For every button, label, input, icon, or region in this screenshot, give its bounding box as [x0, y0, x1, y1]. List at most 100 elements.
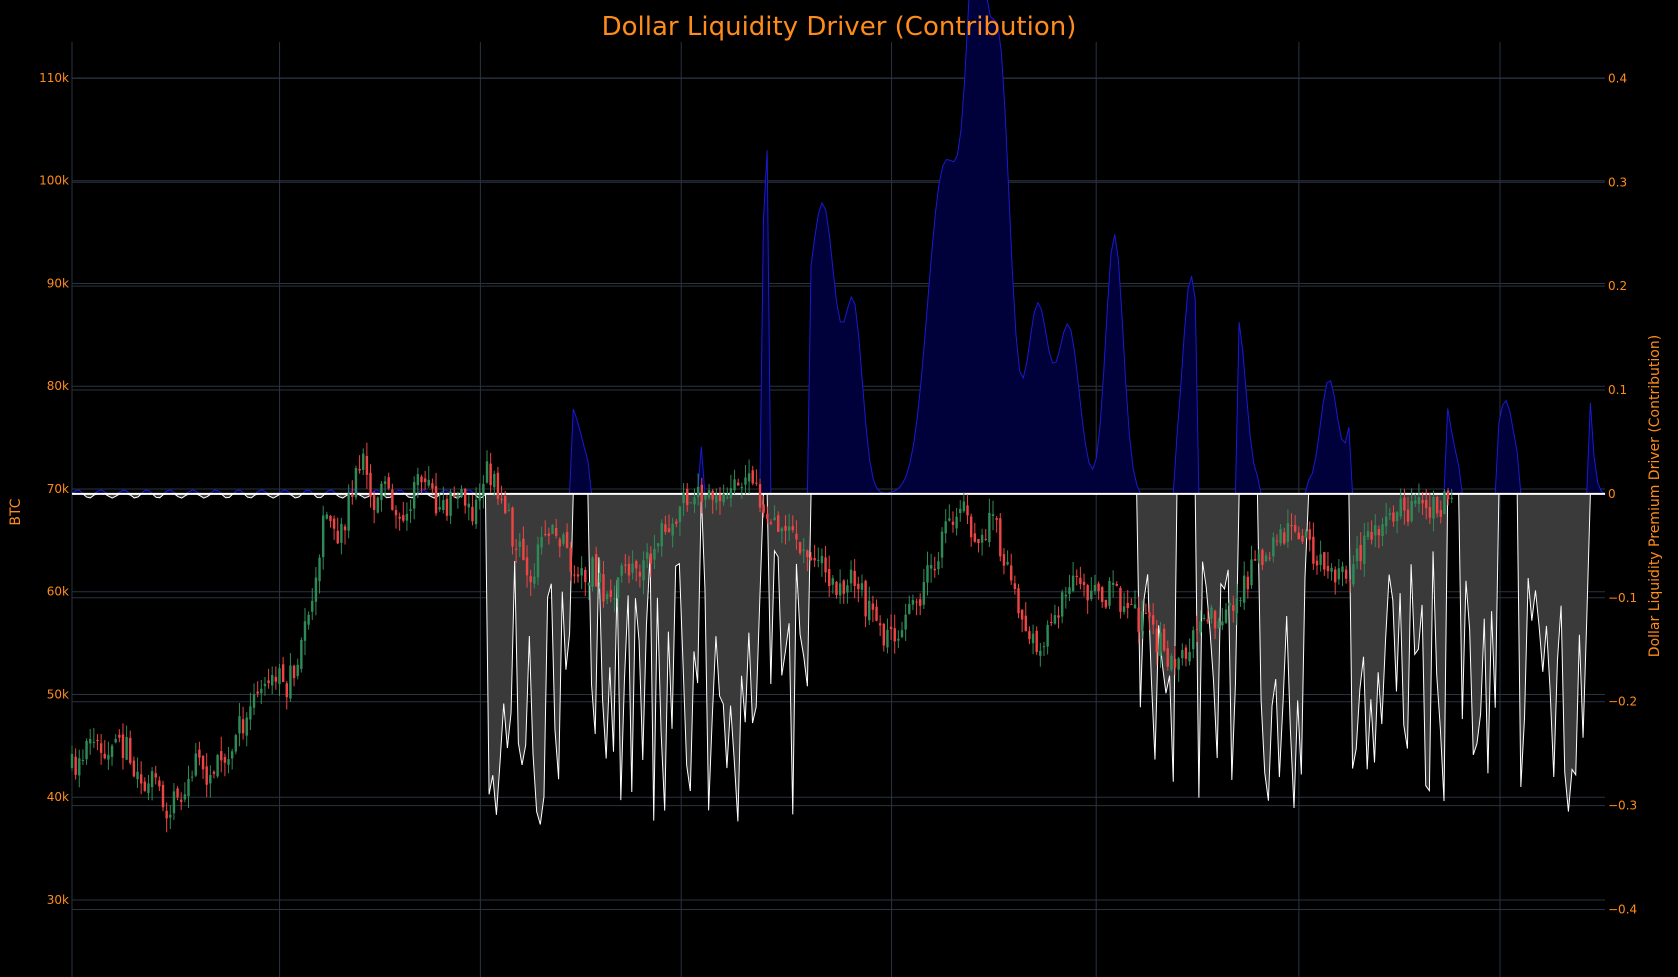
candle-body: [1268, 557, 1271, 559]
candle-body: [420, 476, 423, 483]
candle-body: [383, 481, 387, 485]
candle-body: [991, 514, 995, 517]
candle-body: [514, 548, 518, 550]
candle-body: [402, 515, 405, 521]
left-tick-label: 100k: [39, 174, 69, 188]
candle-body: [1384, 516, 1388, 527]
candle-body: [1119, 587, 1122, 612]
candle-body: [755, 482, 758, 484]
candle-body: [584, 569, 587, 583]
candle-body: [252, 693, 256, 708]
candle-body: [1181, 650, 1184, 659]
candle-body: [1010, 565, 1013, 581]
candle-body: [787, 526, 791, 531]
candle-body: [900, 630, 904, 637]
candle-body: [1217, 621, 1220, 628]
candle-body: [332, 518, 336, 529]
candle-body: [656, 543, 660, 547]
candle-body: [882, 623, 886, 646]
candle-body: [824, 557, 827, 573]
candle-body: [1050, 622, 1053, 624]
candle-body: [1406, 509, 1410, 522]
candle-body: [136, 771, 139, 780]
candle-body: [522, 538, 525, 561]
candle-body: [653, 548, 656, 560]
candle-body: [227, 759, 230, 765]
candle-body: [340, 523, 343, 543]
candle-body: [762, 504, 765, 513]
candle-body: [474, 499, 478, 525]
candle-body: [926, 565, 929, 583]
candle-body: [726, 497, 729, 499]
candle-body: [482, 483, 485, 496]
candle-body: [110, 745, 114, 757]
candle-body: [718, 494, 722, 501]
candle-body: [1017, 588, 1020, 614]
candle-body: [1242, 575, 1246, 603]
candle-body: [485, 461, 489, 483]
candle-body: [809, 557, 813, 561]
candle-body: [1399, 498, 1402, 517]
candle-body: [212, 771, 216, 774]
candle-body: [999, 518, 1002, 557]
candle-body: [686, 488, 689, 505]
candle-body: [929, 564, 933, 569]
candle-body: [838, 583, 842, 596]
candle-body: [831, 578, 835, 585]
candle-body: [616, 577, 620, 599]
candle-body: [1046, 624, 1049, 647]
candle-body: [493, 473, 496, 488]
candle-body: [238, 716, 241, 734]
candle-body: [1388, 513, 1392, 515]
candle-body: [205, 766, 208, 785]
candle-body: [172, 791, 176, 814]
candle-body: [711, 490, 714, 500]
candle-body: [143, 781, 147, 791]
candle-body: [1425, 499, 1428, 509]
candle-body: [1293, 525, 1297, 532]
candle-body: [1370, 531, 1373, 540]
candle-body: [88, 738, 92, 744]
left-tick-label: 50k: [47, 687, 69, 701]
candle-body: [988, 512, 991, 542]
candle-body: [667, 528, 671, 533]
candle-body: [747, 473, 751, 482]
candle-body: [1035, 630, 1038, 652]
candle-body: [300, 639, 303, 669]
left-tick-label: 60k: [47, 585, 69, 599]
candle-body: [689, 502, 693, 504]
candle-body: [358, 468, 361, 471]
candle-body: [1173, 659, 1177, 668]
candle-body: [1031, 633, 1035, 644]
candle-body: [496, 472, 500, 499]
candle-body: [791, 526, 795, 531]
chart-title: Dollar Liquidity Driver (Contribution): [602, 12, 1077, 42]
candle-body: [1006, 561, 1009, 565]
candle-body: [139, 774, 143, 784]
candle-body: [777, 515, 780, 532]
candle-body: [1308, 529, 1311, 540]
candle-body: [1239, 600, 1242, 602]
candle-body: [289, 665, 292, 699]
candle-body: [507, 509, 511, 511]
candle-body: [1275, 540, 1279, 542]
candle-body: [857, 583, 860, 590]
candle-body: [201, 756, 205, 770]
candle-body: [722, 493, 725, 503]
candle-body: [533, 576, 536, 584]
candle-body: [980, 534, 984, 543]
candle-body: [1352, 564, 1355, 585]
candle-body: [489, 463, 492, 486]
candle-body: [733, 479, 736, 491]
right-tick-label: 0.4: [1608, 71, 1627, 85]
candle-body: [1013, 583, 1017, 590]
candle-body: [132, 760, 136, 777]
candle-body: [434, 486, 438, 514]
candle-body: [463, 488, 467, 506]
candle-body: [1315, 560, 1319, 566]
candle-body: [1064, 594, 1068, 597]
candle-body: [860, 583, 864, 590]
candle-body: [780, 528, 784, 532]
candle-body: [904, 614, 907, 630]
candle-body: [1093, 584, 1097, 592]
